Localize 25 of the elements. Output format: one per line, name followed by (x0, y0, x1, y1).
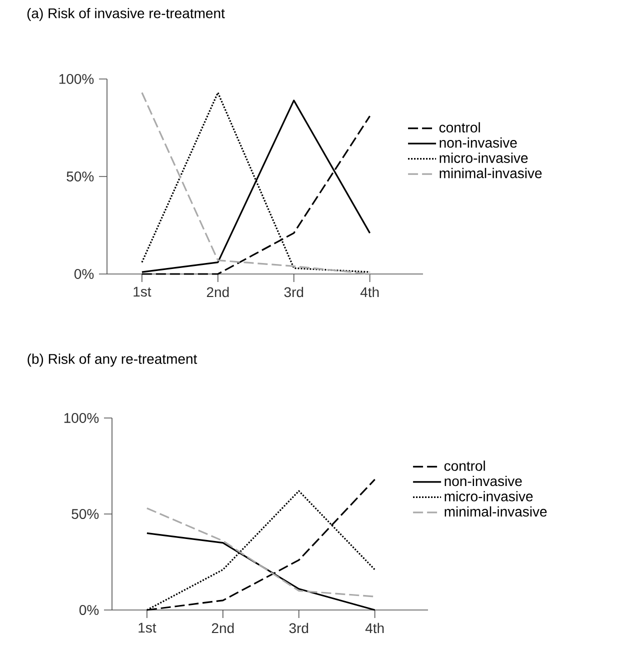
y-tick-label: 100% (64, 413, 99, 423)
x-tick-label: 2nd (206, 286, 229, 298)
y-tick-label: 50% (72, 509, 99, 519)
y-tick-label: 100% (59, 74, 94, 84)
legend-label: non-invasive (440, 137, 517, 148)
chart-title: (a) Risk of invasive re-treatment (27, 8, 225, 22)
legend-label: micro-invasive (444, 491, 533, 502)
x-tick-label: 2nd (212, 622, 234, 634)
legend-label: control (444, 460, 485, 471)
legend-label: minimal-invasive (440, 168, 542, 178)
x-tick-label: 1st (134, 286, 152, 297)
legend-label: micro-invasive (440, 152, 528, 163)
line-series (146, 507, 376, 598)
legend-label: control (439, 122, 480, 132)
y-tick-label: 0% (74, 269, 94, 279)
chart-title: (b) Risk of any re-treatment (28, 354, 198, 367)
legend-label: minimal-invasive (444, 506, 547, 517)
x-tick-label: 3rd (284, 286, 304, 298)
y-tick-label: 0% (79, 605, 99, 615)
x-tick-label: 3rd (289, 622, 308, 634)
x-tick-label: 4th (365, 622, 384, 634)
y-tick-label: 50% (66, 172, 94, 182)
legend-label: non-invasive (444, 476, 522, 486)
x-tick-label: 4th (360, 286, 379, 298)
x-tick-label: 1st (138, 622, 156, 633)
